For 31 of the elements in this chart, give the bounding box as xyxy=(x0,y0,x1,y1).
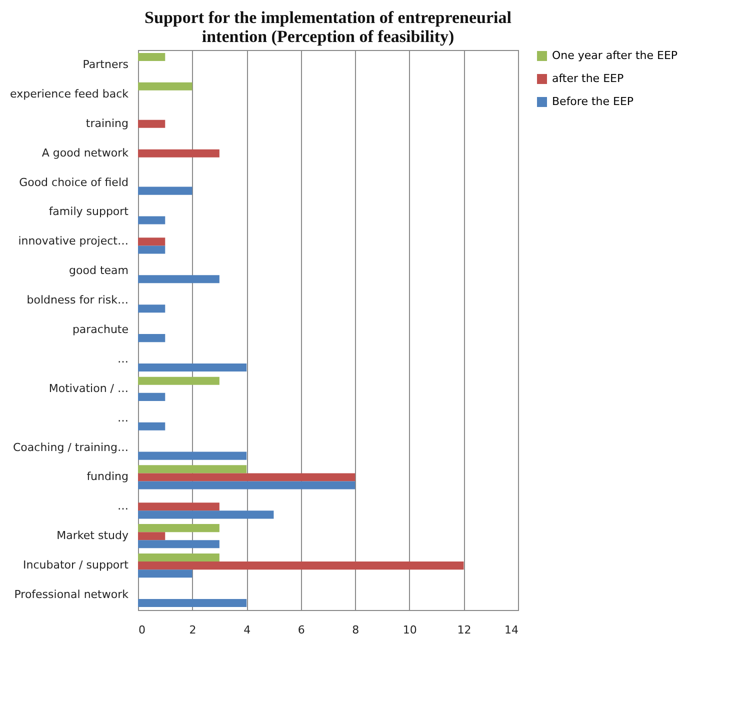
y-tick-label: funding xyxy=(86,470,128,484)
x-tick-label: 4 xyxy=(244,624,251,636)
x-tick-label: 6 xyxy=(298,624,305,636)
y-tick-label: experience feed back xyxy=(10,87,130,100)
y-tick-label: Partners xyxy=(82,58,129,72)
y-tick-label: Coaching / training… xyxy=(13,440,128,454)
x-tick-label: 0 xyxy=(138,624,146,636)
x-tick-label: 2 xyxy=(189,624,196,636)
y-tick-label: … xyxy=(118,411,128,424)
x-tick-label: 12 xyxy=(457,624,472,636)
y-tick-label: innovative project… xyxy=(18,234,128,248)
y-tick-label: Professional network xyxy=(14,588,130,601)
y-tick-label: Motivation / … xyxy=(48,382,128,395)
y-tick-label: boldness for risk… xyxy=(26,294,128,307)
y-tick-label: parachute xyxy=(72,323,129,336)
y-tick-label: … xyxy=(118,500,128,513)
legend-label: after the EEP xyxy=(552,72,624,85)
y-tick-label: good team xyxy=(69,264,128,278)
x-tick-label: 8 xyxy=(352,624,360,636)
legend-label: Before the EEP xyxy=(552,95,634,108)
x-tick-label: 10 xyxy=(402,624,417,636)
y-tick-label: Incubator / support xyxy=(23,558,130,572)
y-tick-label: … xyxy=(118,352,128,366)
y-tick-label: A good network xyxy=(42,146,130,160)
chart-title: Support for the implementation of entrepreneurial intention (Perception of feasibility) xyxy=(144,8,512,46)
y-tick-label: training xyxy=(86,116,128,130)
y-tick-label: family support xyxy=(48,205,130,218)
legend-label: One year after the EEP xyxy=(552,49,678,62)
y-tick-label: Good choice of field xyxy=(19,176,128,189)
x-tick-label: 14 xyxy=(504,624,518,636)
y-tick-label: Market study xyxy=(56,529,129,542)
